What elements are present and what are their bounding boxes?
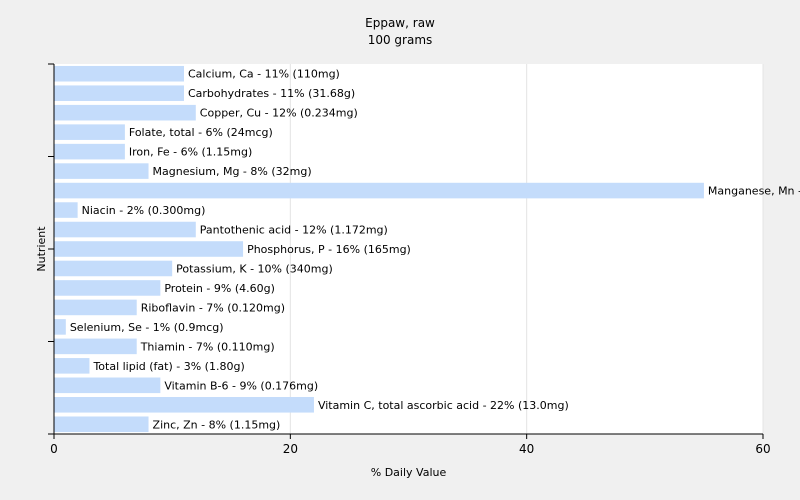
bar <box>54 182 704 199</box>
bar-label: Phosphorus, P - 16% (165mg) <box>247 243 411 256</box>
bar-label: Protein - 9% (4.60g) <box>164 282 275 295</box>
bar-label: Magnesium, Mg - 8% (32mg) <box>153 165 312 178</box>
bar <box>54 163 149 179</box>
bar-label: Copper, Cu - 12% (0.234mg) <box>200 107 358 120</box>
x-tick-label: 20 <box>283 442 298 456</box>
x-tick-label: 60 <box>755 442 770 456</box>
bar <box>54 319 66 335</box>
bar-label: Selenium, Se - 1% (0.9mcg) <box>70 321 224 334</box>
bar <box>54 143 125 160</box>
bar <box>54 358 90 374</box>
bar-label: Potassium, K - 10% (340mg) <box>176 262 333 275</box>
bar <box>54 65 184 82</box>
bar-label: Manganese, Mn - 55% (1.094mg) <box>708 185 800 198</box>
bar-label: Carbohydrates - 11% (31.68g) <box>188 87 355 100</box>
bar-label: Zinc, Zn - 8% (1.15mg) <box>153 418 281 431</box>
bar-label: Vitamin C, total ascorbic acid - 22% (13… <box>318 399 569 412</box>
bar-label: Vitamin B-6 - 9% (0.176mg) <box>164 379 318 392</box>
bar <box>54 280 161 296</box>
bar-label: Iron, Fe - 6% (1.15mg) <box>129 146 252 159</box>
chart-title: Eppaw, raw <box>365 16 435 30</box>
bar <box>54 241 244 257</box>
bar <box>54 397 314 413</box>
bar-label: Calcium, Ca - 11% (110mg) <box>188 68 340 81</box>
x-tick-label: 0 <box>50 442 58 456</box>
x-axis-title: % Daily Value <box>371 466 447 479</box>
bar-label: Folate, total - 6% (24mcg) <box>129 126 273 139</box>
bar-label: Niacin - 2% (0.300mg) <box>82 204 206 217</box>
bar <box>54 416 149 433</box>
chart-subtitle: 100 grams <box>367 33 433 47</box>
bar-label: Riboflavin - 7% (0.120mg) <box>141 301 285 314</box>
bar <box>54 202 78 218</box>
bar <box>54 221 196 238</box>
bar <box>54 124 125 140</box>
bar-label: Thiamin - 7% (0.110mg) <box>140 340 275 353</box>
bar <box>54 377 161 394</box>
bar <box>54 85 184 101</box>
y-axis-title: Nutrient <box>35 226 48 272</box>
bar-label: Total lipid (fat) - 3% (1.80g) <box>92 360 244 373</box>
bar <box>54 299 137 316</box>
x-tick-label: 40 <box>519 442 534 456</box>
bar <box>54 260 173 277</box>
bar <box>54 104 196 121</box>
bar-label: Pantothenic acid - 12% (1.172mg) <box>200 224 388 237</box>
bar <box>54 338 137 355</box>
